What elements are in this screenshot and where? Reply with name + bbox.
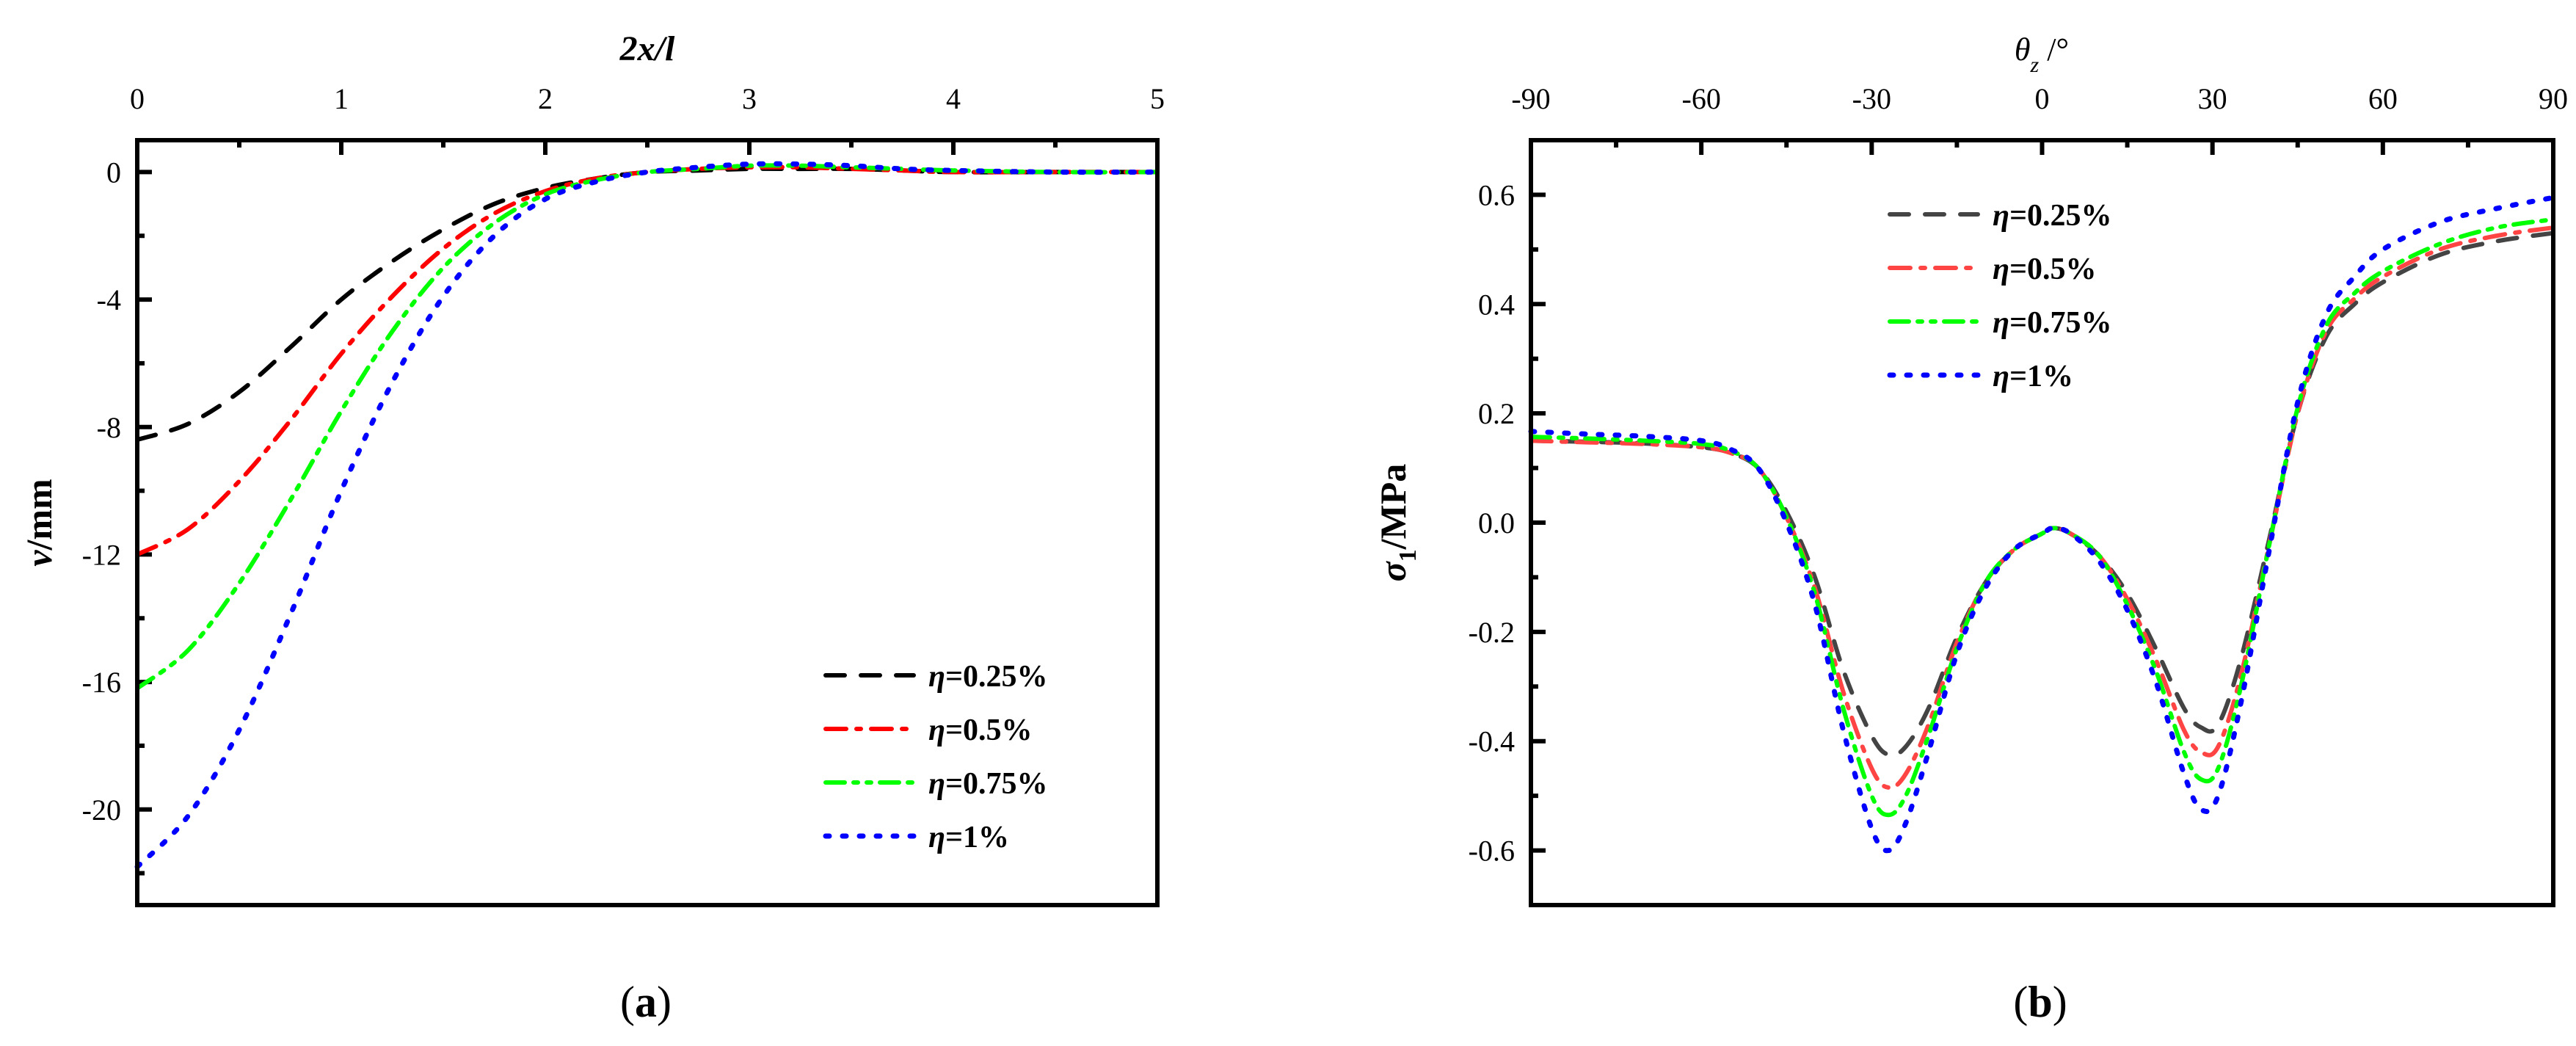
sigma-symbol: σ xyxy=(1372,560,1413,581)
y-tick-labels-a: -20 -16 -12 -8 -4 0 xyxy=(82,156,121,826)
legend-label: η=1% xyxy=(928,821,1009,854)
x-tick-label: 1 xyxy=(334,82,349,115)
legend-label: η=1% xyxy=(1993,360,2073,393)
y-tick-label: 0.2 xyxy=(1478,397,1515,430)
x-tick-label: -30 xyxy=(1852,82,1891,115)
plot-frame-b xyxy=(1529,138,2555,907)
series-line xyxy=(134,161,1160,870)
x-tick-labels-b: -90 -60 -30 0 30 60 90 xyxy=(1511,82,2568,115)
y-axis-title-b: σ1/MPa xyxy=(1372,464,1422,582)
legend-label: η=0.5% xyxy=(1993,253,2097,286)
y-tick-label: 0.6 xyxy=(1478,178,1515,211)
y-tick-label: 0.4 xyxy=(1478,288,1515,321)
series-line xyxy=(135,166,1160,443)
legend-label: η=0.5% xyxy=(928,713,1033,747)
x-tick-label: 0 xyxy=(2035,82,2050,115)
y-axis-symbol-a: v xyxy=(18,550,59,567)
degree-unit: /° xyxy=(2039,32,2069,68)
legend-label: η=0.25% xyxy=(1993,199,2112,233)
x-tick-label: 5 xyxy=(1150,82,1165,115)
y-tick-label: -8 xyxy=(97,411,121,444)
plot-frame-a xyxy=(135,138,1160,907)
y-axis-unit-b: /MPa xyxy=(1372,464,1413,551)
y-axis-unit-a: /mm xyxy=(18,479,59,551)
y-axis-title-a: v/mm xyxy=(18,479,59,566)
theta-symbol: θ xyxy=(2015,32,2031,68)
y-tick-label: -20 xyxy=(82,793,121,827)
series-lines-b xyxy=(1528,195,2556,854)
x-tick-label: -90 xyxy=(1511,82,1550,115)
y-tick-label: -0.6 xyxy=(1469,835,1515,868)
panel-label-b: (b) xyxy=(2013,978,2067,1026)
x-tick-label: -60 xyxy=(1682,82,1721,115)
legend-a: η=0.25% η=0.5% η=0.75% η=1% xyxy=(823,660,1048,854)
y-tick-label: -16 xyxy=(82,666,121,699)
x-axis-title-a: 2x/l xyxy=(619,29,675,68)
y-tick-label: -12 xyxy=(82,538,121,571)
x-tick-label: 90 xyxy=(2539,82,2568,115)
x-tick-label: 30 xyxy=(2198,82,2227,115)
legend-label: η=0.75% xyxy=(928,767,1048,801)
chart-panel-b: θz /° -90 -60 -30 0 30 60 90 -0.6 -0.4 -0.2 0.0 0.… xyxy=(1372,32,2568,1026)
series-line xyxy=(1528,195,2556,854)
x-tick-label: 0 xyxy=(130,82,145,115)
x-tick-labels-a: 0 1 2 3 4 5 xyxy=(130,82,1165,115)
y-tick-labels-b: -0.6 -0.4 -0.2 0.0 0.2 0.4 0.6 xyxy=(1469,178,1515,867)
y-tick-label: 0 xyxy=(106,156,121,189)
x-tick-label: 60 xyxy=(2368,82,2398,115)
axis-ticks-a xyxy=(137,140,1058,876)
y-tick-label: -4 xyxy=(97,283,121,316)
theta-subscript: z xyxy=(2030,53,2040,77)
sigma-subscript: 1 xyxy=(1394,549,1422,562)
y-tick-label: -0.2 xyxy=(1469,616,1515,649)
y-tick-label: -0.4 xyxy=(1469,725,1515,758)
series-lines-a xyxy=(134,161,1160,870)
x-axis-title-b: θz /° xyxy=(2015,32,2069,77)
x-tick-label: 4 xyxy=(946,82,961,115)
legend-label: η=0.75% xyxy=(1993,306,2112,340)
x-tick-label: 2 xyxy=(538,82,553,115)
panel-label-a: (a) xyxy=(620,978,672,1026)
x-tick-label: 3 xyxy=(742,82,757,115)
legend-label: η=0.25% xyxy=(928,660,1048,694)
y-tick-label: 0.0 xyxy=(1478,506,1515,540)
legend-b: η=0.25% η=0.5% η=0.75% η=1% xyxy=(1887,199,2112,393)
